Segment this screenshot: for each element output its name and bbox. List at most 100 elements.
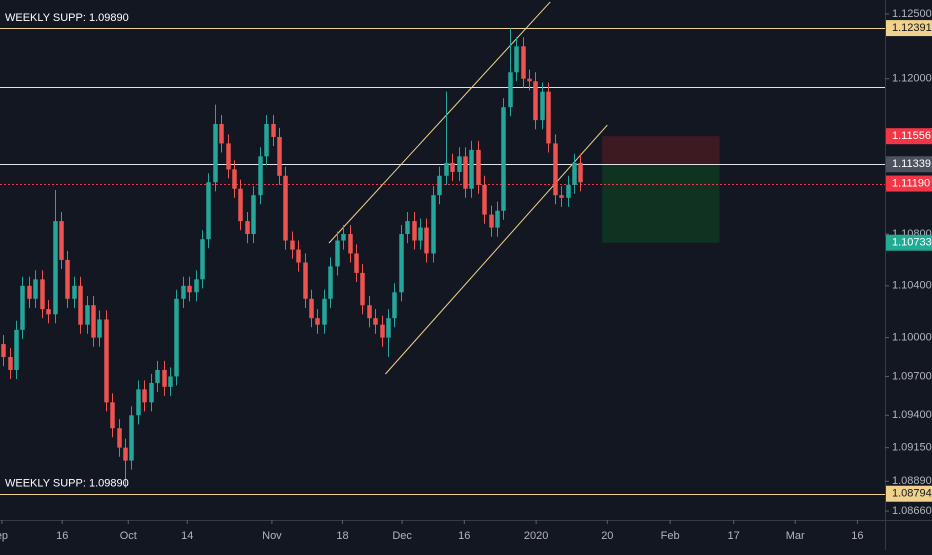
y-tick-label: 1.08890 — [892, 475, 932, 487]
y-tick-label: 1.12000 — [892, 73, 932, 85]
candle-body — [168, 376, 173, 387]
candle-body — [296, 249, 301, 263]
candle-body — [104, 319, 109, 403]
candle-body — [501, 107, 506, 211]
candle-body — [129, 415, 134, 461]
trendline — [328, 1, 551, 244]
candle-body — [431, 195, 436, 254]
candle-body — [206, 182, 211, 240]
candle-body — [386, 318, 391, 338]
candle-body — [251, 195, 256, 235]
candle-body — [380, 324, 385, 338]
candle-body — [392, 292, 397, 319]
candle-body — [213, 124, 218, 183]
candle-body — [489, 214, 494, 228]
candle-body — [271, 124, 276, 137]
candle-body — [277, 136, 282, 176]
x-tick-label: 2020 — [524, 530, 548, 542]
candle-body — [328, 266, 333, 299]
candle-body — [546, 91, 551, 144]
candle-body — [405, 221, 410, 235]
candle-body — [341, 234, 346, 241]
candle-body — [97, 319, 102, 338]
candle-body — [149, 382, 154, 403]
x-tick-label: Nov — [262, 530, 282, 542]
candle-body — [559, 195, 564, 198]
x-tick-label: Feb — [661, 530, 680, 542]
price-label: 1.11190 — [892, 177, 930, 189]
candle-body — [110, 402, 115, 429]
candle-body — [476, 149, 481, 185]
candle-body — [91, 305, 96, 338]
price-label: 1.11556 — [892, 130, 931, 142]
candle-body — [258, 156, 263, 196]
candle-body — [399, 234, 404, 293]
y-tick-label: 1.10000 — [892, 332, 932, 344]
candle-body — [527, 78, 532, 82]
candle-body — [238, 188, 243, 222]
candle-body — [508, 72, 513, 108]
candle-body — [142, 389, 147, 403]
candle-body — [463, 156, 468, 189]
trendline — [385, 124, 608, 375]
candle-body — [33, 279, 38, 299]
candle-body — [162, 369, 167, 387]
x-tick-label: 17 — [728, 530, 740, 542]
candle-body — [553, 143, 558, 196]
candle-body — [123, 447, 128, 461]
y-tick-label: 1.09400 — [892, 409, 932, 421]
candle-body — [283, 175, 288, 241]
candle-body — [53, 221, 58, 315]
price-label: 1.12391 — [892, 22, 932, 34]
x-tick-label: Oct — [120, 530, 137, 542]
candle-body — [322, 298, 327, 325]
candle-body — [457, 156, 462, 172]
candle-body — [65, 259, 70, 299]
x-tick-label: Mar — [786, 530, 805, 542]
price-label-box — [886, 485, 932, 502]
y-tick-label: 1.09150 — [892, 442, 932, 454]
candle-body — [412, 221, 417, 241]
candle-body — [200, 239, 205, 280]
y-tick-label: 1.08660 — [892, 505, 932, 517]
x-tick-label: 16 — [458, 530, 470, 542]
candle-body — [155, 369, 160, 383]
candle-body — [174, 298, 179, 377]
candle-body — [46, 309, 51, 315]
candle-body — [59, 221, 64, 260]
candle-body — [444, 162, 449, 176]
candle-body — [245, 221, 250, 235]
candle-body — [424, 227, 429, 254]
candle-body — [72, 285, 77, 299]
x-tick-label: ep — [0, 530, 8, 542]
candle-body — [514, 46, 519, 73]
candle-body — [264, 124, 269, 157]
price-label: 1.08794 — [892, 488, 932, 500]
annotation: WEEKLY SUPP: 1.09890 — [5, 12, 129, 24]
y-tick-label: 1.09700 — [892, 370, 932, 382]
candle-body — [226, 143, 231, 170]
candle-body — [469, 149, 474, 189]
candle-body — [117, 428, 122, 448]
candle-body — [348, 234, 353, 254]
x-tick-label: 16 — [56, 530, 68, 542]
candle-body — [335, 240, 340, 267]
candle-body — [309, 298, 314, 319]
x-tick-label: 16 — [851, 530, 863, 542]
x-tick-label: 20 — [601, 530, 613, 542]
candle-body — [8, 357, 13, 370]
candle-body — [373, 318, 378, 325]
candle-body — [418, 227, 423, 241]
price-label: 1.10733 — [892, 237, 932, 249]
candle-body — [27, 285, 32, 299]
candle-body — [232, 169, 237, 189]
candle-body — [136, 389, 141, 416]
price-label-box — [886, 156, 932, 173]
candle-body — [572, 162, 577, 185]
candle-body — [354, 253, 359, 273]
candle-body — [303, 262, 308, 299]
candle-body — [315, 318, 320, 325]
candle-body — [219, 124, 224, 144]
candle-body — [290, 240, 295, 250]
candle-body — [40, 279, 45, 310]
